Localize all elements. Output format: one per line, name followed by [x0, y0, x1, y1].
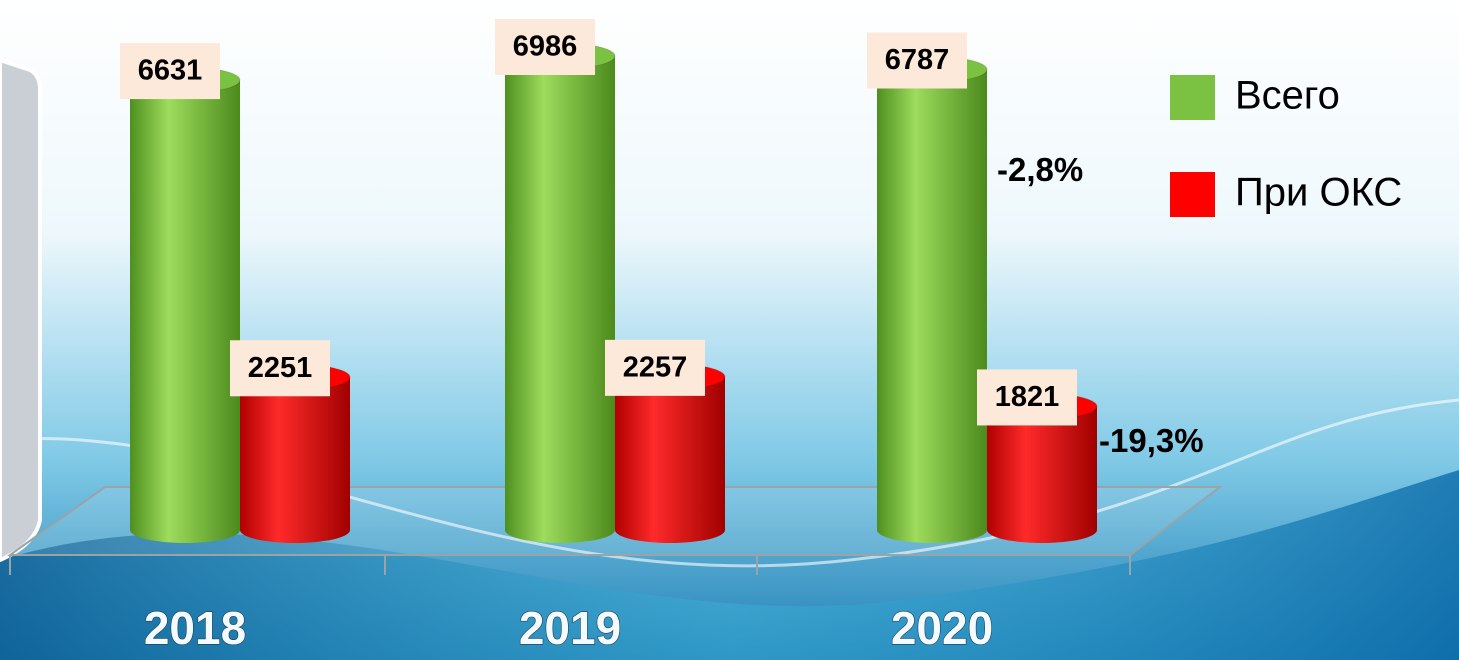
bar — [505, 56, 615, 530]
legend-swatch — [1170, 75, 1215, 120]
value-label: 2257 — [623, 352, 688, 384]
x-tick-label: 2020 — [891, 602, 993, 654]
bar — [877, 70, 987, 530]
bar — [240, 377, 350, 530]
value-label: 6787 — [885, 44, 950, 76]
value-label: 1821 — [995, 381, 1060, 413]
annotation: -2,8% — [997, 151, 1083, 188]
x-tick-label: 2018 — [144, 602, 246, 654]
photo-edge — [0, 60, 40, 560]
value-label: 2251 — [248, 352, 313, 384]
annotation: -19,3% — [1099, 422, 1204, 459]
legend-swatch — [1170, 172, 1215, 217]
legend-label: Всего — [1235, 74, 1340, 118]
bar — [615, 377, 725, 530]
value-label: 6986 — [513, 31, 578, 63]
chart: Всего При ОКС 2018 6631 2251 2019 6986 2257 20… — [0, 0, 1459, 660]
bar — [130, 80, 240, 530]
value-label: 6631 — [138, 55, 203, 87]
legend-label: При ОКС — [1235, 171, 1402, 215]
x-tick-label: 2019 — [519, 602, 621, 654]
